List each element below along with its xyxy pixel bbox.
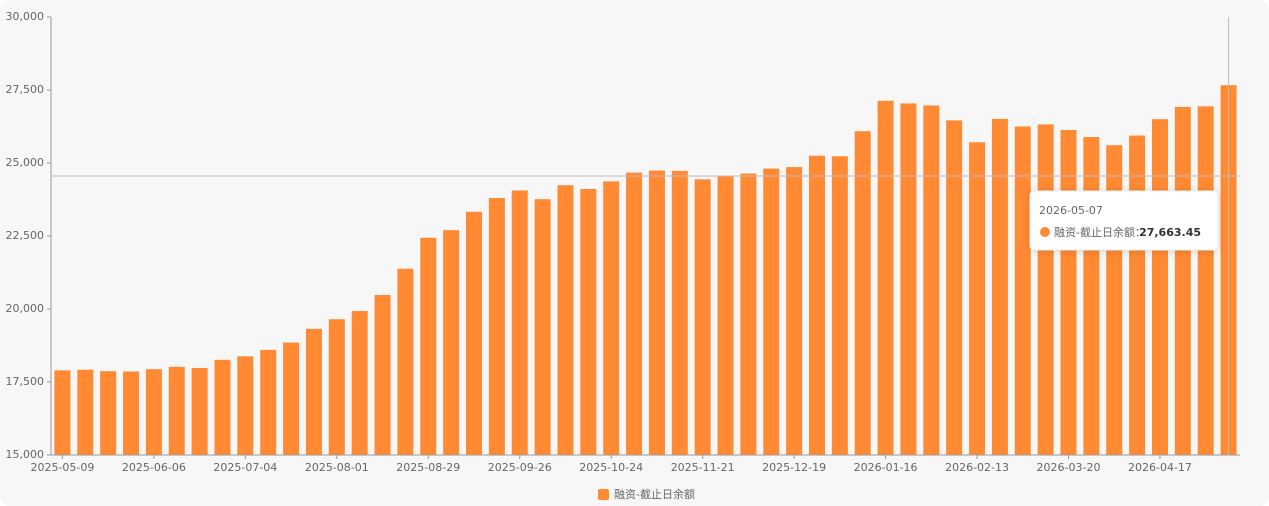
x-tick-label: 2025-08-29 [396,461,460,474]
bar [763,168,780,455]
bar [100,371,117,455]
y-tick-label: 20,000 [6,302,45,315]
y-tick-label: 15,000 [6,448,45,461]
bar [626,172,643,456]
bar [717,175,734,455]
bar [580,188,597,455]
bar [511,190,528,455]
tooltip-label: 融资-截止日余额： [1054,225,1146,239]
x-tick-label: 2025-09-26 [488,461,552,474]
x-tick-label: 2025-10-24 [579,461,643,474]
bar [374,294,391,455]
bar [77,369,94,455]
bar [1060,130,1077,455]
bar [603,181,620,455]
bar [397,268,414,455]
bar [1197,106,1214,456]
bar [191,367,208,455]
bar [534,199,551,455]
bar [145,369,162,455]
bar [351,311,368,455]
tooltip-box [1029,190,1219,251]
bar [54,370,71,455]
x-tick-label: 2025-07-04 [213,461,277,474]
bar [900,103,917,455]
tooltip-marker [1040,227,1050,237]
bar [854,131,871,455]
bar [168,366,185,455]
bar [1083,137,1100,455]
bar [214,359,231,455]
y-tick-label: 17,500 [6,375,45,388]
bar [648,170,665,456]
bar [1014,126,1031,455]
bar [443,230,460,455]
x-tick-label: 2026-02-13 [945,461,1009,474]
bar [991,118,1008,456]
bar [123,371,140,455]
bar [488,198,505,456]
tooltip-value: 27,663.45 [1139,226,1201,239]
bar [557,185,574,455]
bar [237,356,254,455]
bar [786,167,803,455]
bar [283,342,300,455]
y-tick-label: 27,500 [6,83,45,96]
bar [969,142,986,455]
bar [671,170,688,455]
y-tick-label: 30,000 [6,10,45,23]
y-tick-label: 25,000 [6,156,45,169]
x-tick-label: 2025-08-01 [305,461,369,474]
bar [305,328,322,455]
bar [1174,106,1191,455]
legend-swatch [598,489,609,500]
x-tick-label: 2025-06-06 [122,461,186,474]
bar [466,211,483,455]
x-tick-label: 2026-01-16 [854,461,918,474]
legend-label: 融资-截止日余额 [614,487,695,501]
bar [808,155,825,455]
bar [740,173,757,455]
x-tick-label: 2026-04-17 [1128,461,1192,474]
x-tick-label: 2025-12-19 [762,461,826,474]
bar [831,156,848,455]
x-tick-label: 2025-11-21 [671,461,735,474]
bar [1129,135,1146,455]
tooltip: 2026-05-07 融资-截止日余额：27,663.45 [1029,190,1219,251]
y-tick-label: 22,500 [6,229,45,242]
bar [1037,124,1054,456]
x-tick-label: 2026-03-20 [1037,461,1101,474]
tooltip-title: 2026-05-07 [1039,204,1103,217]
bar [923,105,940,455]
bar [328,319,345,455]
bar [877,100,894,455]
bar [420,237,437,455]
bar [260,349,277,455]
bar [1151,119,1168,455]
bar [694,179,711,456]
bar [946,120,963,456]
x-tick-label: 2025-05-09 [30,461,94,474]
